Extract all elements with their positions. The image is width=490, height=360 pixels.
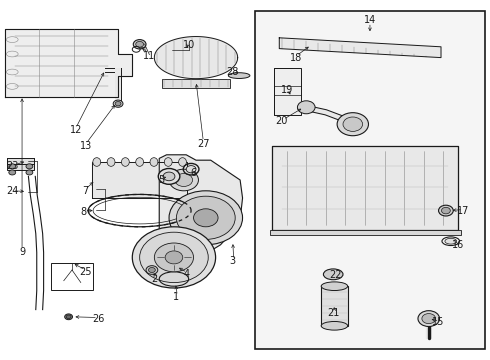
- Text: 20: 20: [275, 116, 288, 126]
- Ellipse shape: [26, 170, 33, 175]
- Ellipse shape: [418, 311, 440, 327]
- Ellipse shape: [169, 169, 198, 191]
- Ellipse shape: [140, 232, 208, 283]
- Text: 14: 14: [364, 15, 376, 25]
- Text: 1: 1: [173, 292, 179, 302]
- Ellipse shape: [343, 117, 363, 131]
- Bar: [255, 11, 485, 349]
- Text: 3: 3: [230, 256, 236, 266]
- Polygon shape: [279, 38, 441, 58]
- Ellipse shape: [163, 172, 175, 181]
- Ellipse shape: [9, 164, 16, 169]
- Text: 23: 23: [6, 161, 19, 171]
- Ellipse shape: [136, 158, 144, 166]
- Ellipse shape: [148, 267, 155, 273]
- Ellipse shape: [93, 158, 101, 166]
- Text: 15: 15: [432, 317, 445, 327]
- Polygon shape: [154, 37, 238, 78]
- Ellipse shape: [176, 196, 235, 239]
- Text: 24: 24: [6, 186, 19, 196]
- Ellipse shape: [194, 209, 218, 227]
- Ellipse shape: [133, 40, 146, 49]
- Text: 2: 2: [151, 274, 157, 284]
- Ellipse shape: [441, 207, 450, 214]
- Text: 17: 17: [457, 206, 469, 216]
- Polygon shape: [159, 155, 243, 257]
- Bar: [115, 68, 121, 101]
- Ellipse shape: [136, 41, 144, 47]
- Text: 26: 26: [92, 314, 104, 324]
- Ellipse shape: [9, 170, 16, 175]
- Ellipse shape: [422, 314, 436, 324]
- Text: 10: 10: [182, 40, 195, 50]
- Text: 11: 11: [143, 51, 156, 61]
- Text: 28: 28: [226, 67, 239, 77]
- Ellipse shape: [297, 101, 315, 114]
- Ellipse shape: [337, 113, 368, 136]
- Ellipse shape: [178, 158, 186, 166]
- Ellipse shape: [228, 73, 250, 78]
- Ellipse shape: [26, 164, 33, 169]
- Ellipse shape: [445, 238, 457, 244]
- Text: 4: 4: [183, 269, 189, 279]
- Bar: [274, 68, 301, 115]
- Ellipse shape: [439, 205, 453, 216]
- Ellipse shape: [323, 269, 343, 280]
- Ellipse shape: [132, 227, 216, 288]
- Ellipse shape: [150, 158, 158, 166]
- Ellipse shape: [107, 158, 115, 166]
- Bar: [321, 286, 348, 326]
- Text: 5: 5: [159, 175, 165, 185]
- Text: 9: 9: [19, 247, 25, 257]
- Text: 22: 22: [329, 270, 342, 280]
- Text: 25: 25: [79, 267, 92, 277]
- Bar: [328, 271, 338, 278]
- Ellipse shape: [321, 282, 348, 291]
- Text: 27: 27: [197, 139, 210, 149]
- Ellipse shape: [158, 168, 180, 184]
- Text: 8: 8: [80, 207, 86, 217]
- Bar: [270, 230, 461, 235]
- Text: 6: 6: [191, 168, 196, 178]
- Bar: [7, 158, 34, 164]
- Ellipse shape: [113, 100, 123, 107]
- Ellipse shape: [164, 158, 172, 166]
- Ellipse shape: [115, 102, 121, 106]
- Polygon shape: [92, 162, 187, 198]
- Ellipse shape: [154, 243, 194, 272]
- Ellipse shape: [66, 315, 71, 319]
- Ellipse shape: [169, 191, 243, 245]
- Bar: [7, 164, 34, 170]
- Ellipse shape: [65, 314, 73, 320]
- Text: 18: 18: [290, 53, 303, 63]
- Text: 19: 19: [280, 85, 293, 95]
- Text: 13: 13: [79, 141, 92, 151]
- Bar: [162, 79, 230, 88]
- Text: 16: 16: [452, 240, 465, 250]
- Text: 7: 7: [83, 186, 89, 196]
- Ellipse shape: [321, 321, 348, 330]
- Ellipse shape: [175, 174, 193, 186]
- Polygon shape: [5, 29, 132, 97]
- Ellipse shape: [146, 266, 158, 274]
- Ellipse shape: [186, 166, 196, 173]
- Ellipse shape: [122, 158, 129, 166]
- Text: 21: 21: [327, 308, 340, 318]
- Text: 12: 12: [70, 125, 82, 135]
- Ellipse shape: [165, 251, 183, 264]
- Bar: [51, 263, 93, 290]
- Polygon shape: [272, 146, 458, 230]
